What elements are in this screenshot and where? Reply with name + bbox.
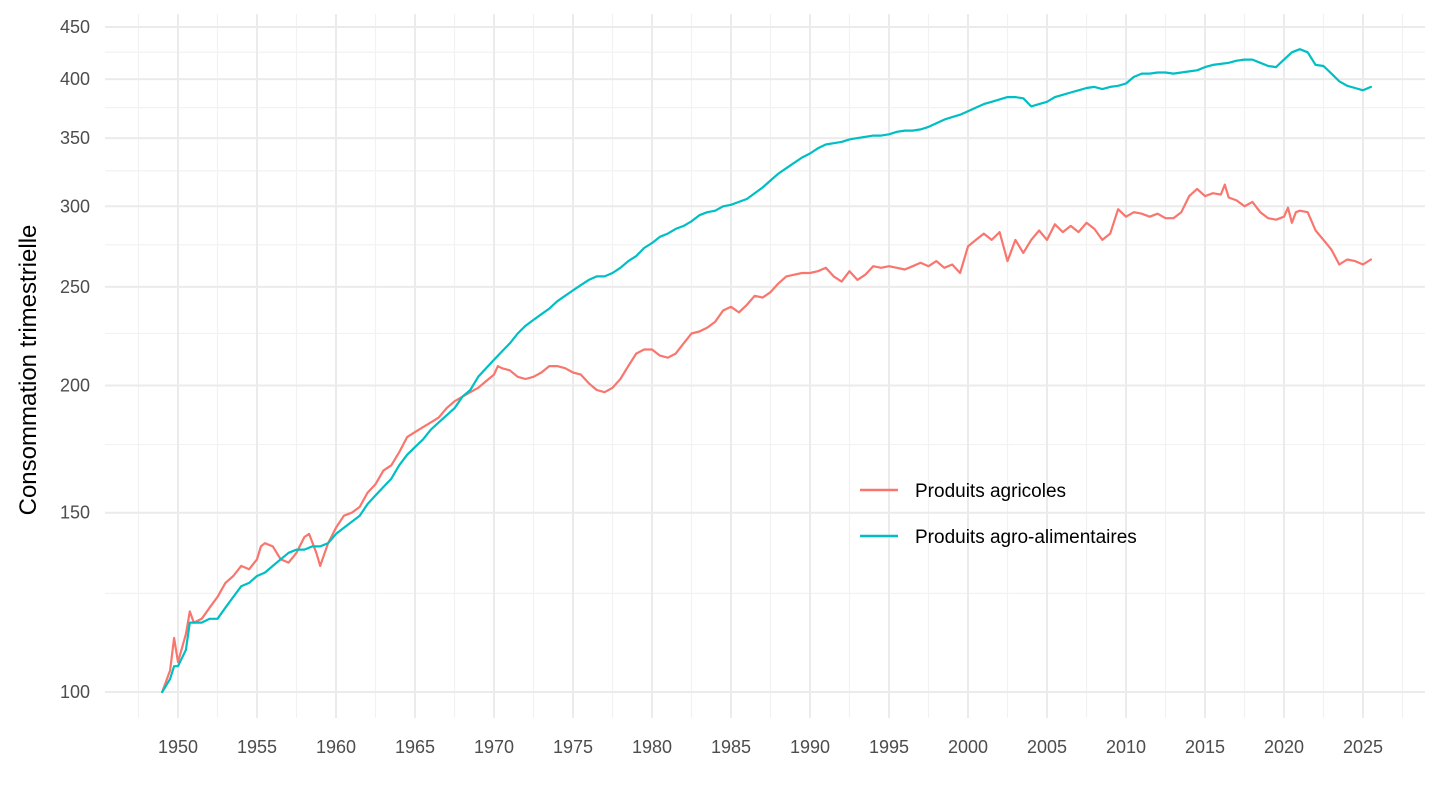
y-tick-label-350: 350 (60, 128, 90, 148)
x-tick-label-1950: 1950 (158, 737, 198, 757)
y-tick-label-200: 200 (60, 376, 90, 396)
series-line-produits-agro-alimentaires (161, 48, 1372, 694)
minor-gridlines-y (105, 51, 1425, 594)
series-lines (161, 48, 1372, 694)
y-axis-title: Consommation trimestrielle (15, 225, 42, 516)
x-tick-label-1995: 1995 (869, 737, 909, 757)
y-tick-label-250: 250 (60, 277, 90, 297)
minor-gridlines-x (137, 14, 1404, 718)
y-tick-label-300: 300 (60, 196, 90, 216)
x-tick-label-1985: 1985 (711, 737, 751, 757)
y-tick-label-450: 450 (60, 17, 90, 37)
y-tick-label-150: 150 (60, 503, 90, 523)
x-tick-label-1975: 1975 (553, 737, 593, 757)
legend: Produits agricoles Produits agro-aliment… (860, 481, 1137, 548)
legend-label-produits-agro-alimentaires: Produits agro-alimentaires (915, 527, 1137, 548)
x-tick-label-2010: 2010 (1106, 737, 1146, 757)
x-tick-label-2005: 2005 (1027, 737, 1067, 757)
x-tick-label-1960: 1960 (316, 737, 356, 757)
x-tick-label-1990: 1990 (790, 737, 830, 757)
y-tick-label-400: 400 (60, 69, 90, 89)
x-axis-tick-labels: 1950 1955 1960 1965 1970 1975 1980 1985 1990 1995… (158, 737, 1383, 757)
x-tick-label-2020: 2020 (1264, 737, 1304, 757)
x-tick-label-1965: 1965 (395, 737, 435, 757)
x-tick-label-1980: 1980 (632, 737, 672, 757)
x-tick-label-2015: 2015 (1185, 737, 1225, 757)
x-tick-label-1955: 1955 (237, 737, 277, 757)
x-tick-label-2000: 2000 (948, 737, 988, 757)
major-gridlines-x (177, 14, 1364, 718)
y-axis-tick-labels: 100 150 200 250 300 350 400 450 (60, 17, 90, 702)
series-line-produits-agricoles (161, 183, 1372, 694)
x-tick-label-2025: 2025 (1343, 737, 1383, 757)
legend-label-produits-agricoles: Produits agricoles (915, 481, 1066, 502)
major-gridlines-y (105, 26, 1425, 693)
x-tick-label-1970: 1970 (474, 737, 514, 757)
y-tick-label-100: 100 (60, 682, 90, 702)
